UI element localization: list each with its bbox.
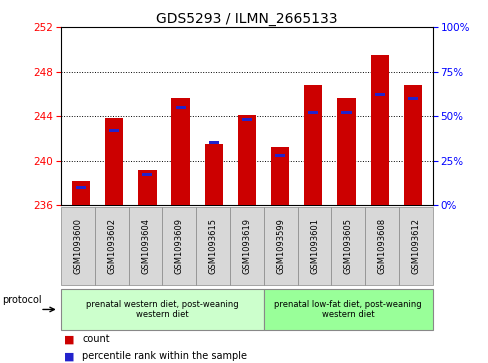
Bar	[237, 115, 256, 205]
Bar	[370, 55, 388, 205]
Text: prenatal western diet, post-weaning
western diet: prenatal western diet, post-weaning west…	[86, 300, 238, 319]
Text: GSM1093601: GSM1093601	[309, 218, 318, 274]
Bar	[175, 106, 185, 109]
Bar	[109, 129, 119, 132]
Text: percentile rank within the sample: percentile rank within the sample	[82, 351, 246, 362]
Bar	[374, 93, 384, 96]
Bar	[337, 98, 355, 205]
Text: ■: ■	[63, 334, 74, 344]
Bar	[171, 98, 189, 205]
Bar	[142, 174, 152, 176]
Text: GSM1093612: GSM1093612	[410, 218, 420, 274]
Text: GSM1093600: GSM1093600	[73, 218, 82, 274]
Text: GSM1093605: GSM1093605	[343, 218, 352, 274]
Text: ■: ■	[63, 351, 74, 362]
Bar	[304, 85, 322, 205]
Text: GSM1093609: GSM1093609	[175, 218, 183, 274]
Bar	[204, 144, 223, 205]
Bar	[407, 97, 417, 100]
Bar	[72, 181, 90, 205]
Bar	[341, 111, 351, 114]
Text: protocol: protocol	[2, 295, 42, 305]
Text: prenatal low-fat diet, post-weaning
western diet: prenatal low-fat diet, post-weaning west…	[274, 300, 421, 319]
Bar	[403, 85, 421, 205]
Bar	[307, 111, 318, 114]
Bar	[270, 147, 289, 205]
Bar	[275, 154, 285, 157]
Title: GDS5293 / ILMN_2665133: GDS5293 / ILMN_2665133	[156, 12, 337, 26]
Text: GSM1093615: GSM1093615	[208, 218, 217, 274]
Bar	[138, 170, 156, 205]
Bar	[76, 186, 86, 189]
Text: count: count	[82, 334, 109, 344]
Text: GSM1093599: GSM1093599	[276, 218, 285, 274]
Text: GSM1093619: GSM1093619	[242, 218, 251, 274]
Text: GSM1093608: GSM1093608	[377, 218, 386, 274]
Bar	[208, 142, 218, 144]
Bar	[242, 118, 251, 121]
Text: GSM1093604: GSM1093604	[141, 218, 150, 274]
Text: GSM1093602: GSM1093602	[107, 218, 116, 274]
Bar	[105, 118, 123, 205]
